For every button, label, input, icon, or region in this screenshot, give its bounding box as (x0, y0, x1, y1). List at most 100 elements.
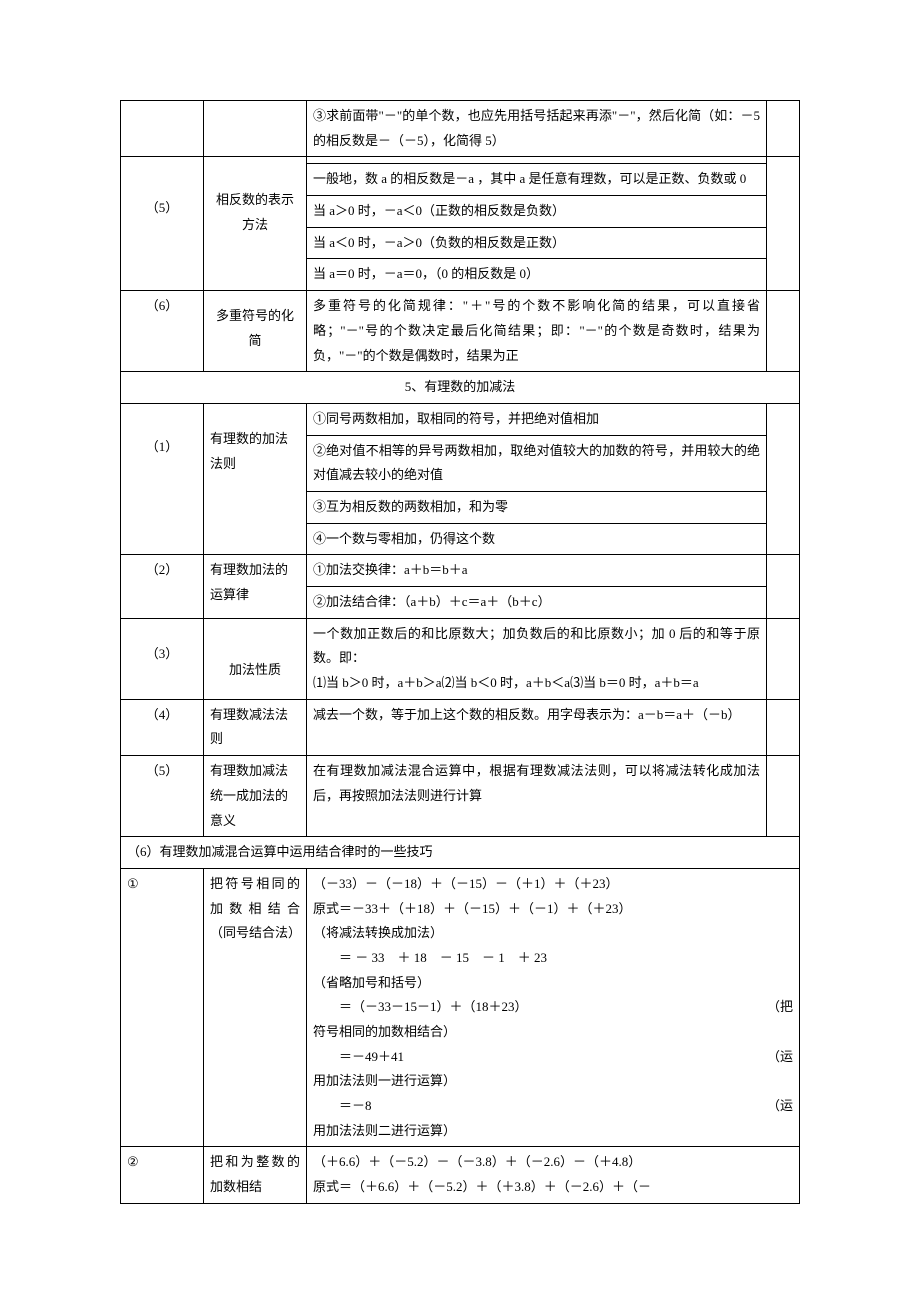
text: 一般地，数 a 的相反数是－a ，其中 a 是任意有理数，可以是正数、负数或 0 (313, 171, 746, 186)
text: （6）有理数加减混合运算中运用结合律时的一些技巧 (127, 844, 433, 859)
term: 相反数的表示方法 (210, 188, 300, 237)
cell: （6） (121, 291, 204, 372)
eq-line: ＝－8 (313, 1094, 372, 1119)
cell (767, 618, 800, 699)
cell (767, 756, 800, 837)
cell: （4） (121, 699, 204, 755)
text: ②加法结合律：（a＋b）＋c＝a＋（b＋c） (313, 594, 551, 609)
cell: 把和为整数的加数相结 (204, 1147, 307, 1203)
eq-note-prefix: （运 (767, 1094, 793, 1119)
cell: （－33）－（－18）＋（－15）－（＋1）＋（＋23） 原式＝－33＋（＋18… (307, 868, 800, 1147)
index: （5） (127, 196, 197, 221)
cell: ①同号两数相加，取相同的符号，并把绝对值相加 (307, 403, 767, 435)
index: （1） (127, 435, 197, 460)
cell: 多重符号的化简 (204, 291, 307, 372)
term: 有理数加减法统一成加法的意义 (210, 763, 288, 827)
index: ② (127, 1154, 139, 1169)
cell: （2） (121, 555, 204, 618)
cell: ② (121, 1147, 204, 1203)
cell-empty (307, 157, 767, 164)
index: （6） (127, 294, 197, 319)
text: 多重符号的化简规律："＋"号的个数不影响化简的结果，可以直接省略；"－"号的个数… (313, 298, 760, 362)
cell: ③互为相反数的两数相加，和为零 (307, 491, 767, 523)
term: 有理数加法的运算律 (210, 558, 300, 607)
cell: 在有理数加减法混合运算中，根据有理数减法法则，可以将减法转化成加法后，再按照加法… (307, 756, 767, 837)
cell: ④一个数与零相加，仍得这个数 (307, 523, 767, 555)
term: 加法性质 (210, 658, 300, 683)
index: （3） (127, 642, 197, 667)
text: ③互为相反数的两数相加，和为零 (313, 499, 508, 514)
cell: 有理数加减法统一成加法的意义 (204, 756, 307, 837)
eq-line: ＝－49＋41 (313, 1045, 404, 1070)
cell: 当 a＜0 时，－a＞0（负数的相反数是正数） (307, 227, 767, 259)
cell: ②绝对值不相等的异号两数相加，取绝对值较大的加数的符号，并用较大的绝对值减去较小… (307, 435, 767, 491)
term: 有理数减法法则 (210, 707, 288, 747)
cell: （3） (121, 618, 204, 699)
cell: （＋6.6）＋（－5.2）－（－3.8）＋（－2.6）－（＋4.8） 原式＝（＋… (307, 1147, 800, 1203)
cell: 一个数加正数后的和比原数大；加负数后的和比原数小；加 0 后的和等于原数。即： … (307, 618, 767, 699)
text: 当 a＞0 时，－a＜0（正数的相反数是负数） (313, 203, 565, 218)
cell: ①加法交换律：a＋b＝b＋a (307, 555, 767, 587)
cell: 当 a＞0 时，－a＜0（正数的相反数是负数） (307, 196, 767, 228)
cell (204, 101, 307, 157)
cell (767, 699, 800, 755)
index: （5） (127, 759, 197, 784)
cell (767, 555, 800, 618)
eq-note-prefix: （把 (767, 995, 793, 1020)
cell: ③求前面带"－"的单个数，也应先用括号括起来再添"－"，然后化简（如：－5 的相… (307, 101, 767, 157)
text: ②绝对值不相等的异号两数相加，取绝对值较大的加数的符号，并用较大的绝对值减去较小… (313, 443, 760, 483)
eq-note: （将减法转换成加法） (313, 921, 793, 946)
term: 有理数的加法法则 (210, 427, 300, 476)
text: 5、有理数的加减法 (405, 379, 516, 394)
cell: 减去一个数，等于加上这个数的相反数。用字母表示为：a－b＝a＋（－b） (307, 699, 767, 755)
cell: ②加法结合律：（a＋b）＋c＝a＋（b＋c） (307, 587, 767, 619)
cell: 相反数的表示方法 (204, 157, 307, 291)
eq-line: 原式＝（＋6.6）＋（－5.2）＋（＋3.8）＋（－2.6）＋（－ (313, 1175, 793, 1200)
eq-line: ＝（－33－15－1）＋（18＋23） (313, 995, 528, 1020)
text: 减去一个数，等于加上这个数的相反数。用字母表示为：a－b＝a＋（－b） (313, 707, 741, 722)
cell: ① (121, 868, 204, 1147)
cell (767, 403, 800, 554)
text: 在有理数加减法混合运算中，根据有理数减法法则，可以将减法转化成加法后，再按照加法… (313, 763, 760, 803)
eq-line: （＋6.6）＋（－5.2）－（－3.8）＋（－2.6）－（＋4.8） (313, 1150, 793, 1175)
eq-note: （省略加号和括号） (313, 971, 793, 996)
cell: 当 a＝0 时，－a＝0，（0 的相反数是 0） (307, 259, 767, 291)
eq-line: 原式＝－33＋（＋18）＋（－15）＋（－1）＋（＋23） (313, 897, 793, 922)
eq-line: （－33）－（－18）＋（－15）－（＋1）＋（＋23） (313, 872, 793, 897)
eq-note: 符号相同的加数相结合） (313, 1020, 793, 1045)
text: 当 a＜0 时，－a＞0（负数的相反数是正数） (313, 235, 565, 250)
text: 当 a＝0 时，－a＝0，（0 的相反数是 0） (313, 266, 539, 281)
cell: （5） (121, 756, 204, 837)
section-header: 5、有理数的加减法 (121, 372, 800, 404)
text: ①加法交换律：a＋b＝b＋a (313, 562, 468, 577)
eq-line: ＝ － 33 ＋ 18 － 15 － 1 ＋ 23 (313, 946, 793, 971)
eq-note: 用加法法则一进行运算） (313, 1069, 793, 1094)
cell (121, 101, 204, 157)
cell (767, 157, 800, 291)
cell: 加法性质 (204, 618, 307, 699)
term: 把符号相同的加数相结合（同号结合法） (210, 876, 301, 940)
text: 一个数加正数后的和比原数大；加负数后的和比原数小；加 0 后的和等于原数。即： … (313, 626, 760, 690)
index: （4） (127, 703, 197, 728)
index: （2） (127, 558, 197, 583)
text: ①同号两数相加，取相同的符号，并把绝对值相加 (313, 411, 599, 426)
cell: 把符号相同的加数相结合（同号结合法） (204, 868, 307, 1147)
text: ③求前面带"－"的单个数，也应先用括号括起来再添"－"，然后化简（如：－5 的相… (313, 108, 760, 148)
eq-note: 用加法法则二进行运算） (313, 1119, 793, 1144)
cell: 多重符号的化简规律："＋"号的个数不影响化简的结果，可以直接省略；"－"号的个数… (307, 291, 767, 372)
cell (767, 291, 800, 372)
cell: 有理数加法的运算律 (204, 555, 307, 618)
cell: 有理数减法法则 (204, 699, 307, 755)
term: 多重符号的化简 (210, 304, 300, 353)
subsection-header: （6）有理数加减混合运算中运用结合律时的一些技巧 (121, 837, 800, 869)
cell: （1） (121, 403, 204, 554)
document-table: ③求前面带"－"的单个数，也应先用括号括起来再添"－"，然后化简（如：－5 的相… (120, 100, 800, 1204)
term: 把和为整数的加数相结 (210, 1154, 300, 1194)
cell: 一般地，数 a 的相反数是－a ，其中 a 是任意有理数，可以是正数、负数或 0 (307, 164, 767, 196)
cell: （5） (121, 157, 204, 291)
cell: 有理数的加法法则 (204, 403, 307, 554)
eq-note-prefix: （运 (767, 1045, 793, 1070)
index: ① (127, 876, 139, 891)
text: ④一个数与零相加，仍得这个数 (313, 531, 495, 546)
cell (767, 101, 800, 157)
